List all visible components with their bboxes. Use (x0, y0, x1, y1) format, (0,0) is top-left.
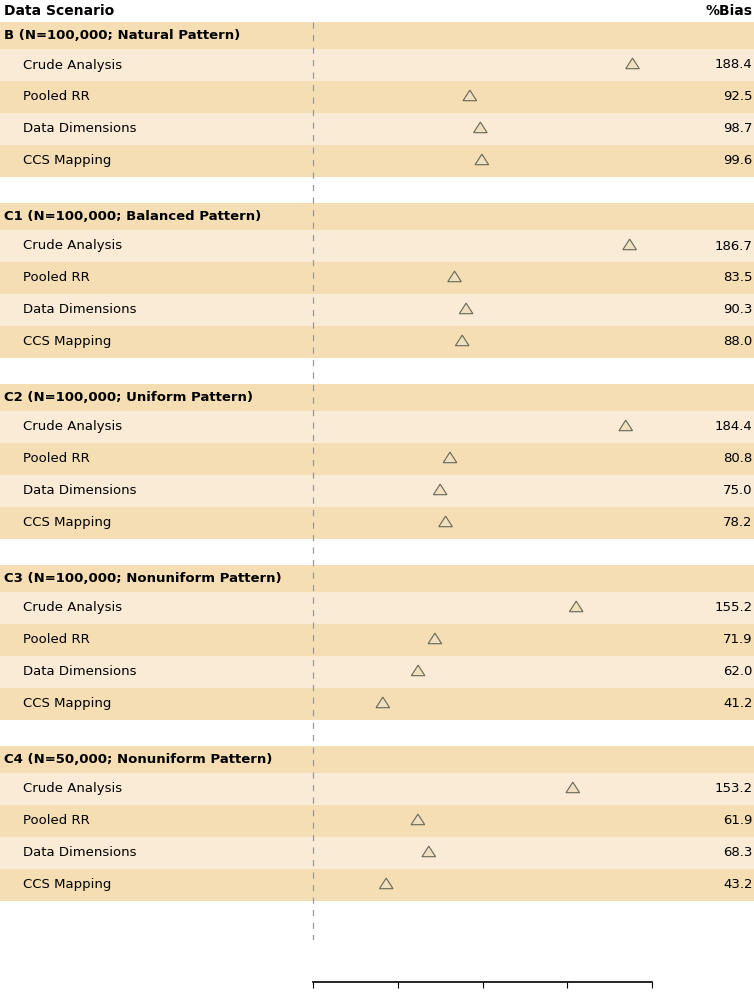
Bar (0, 507, 754, 539)
Text: 78.2: 78.2 (723, 517, 752, 530)
Text: 184.4: 184.4 (715, 421, 752, 434)
Bar (0, 539, 754, 565)
Bar (0, 326, 754, 358)
Text: 61.9: 61.9 (723, 814, 752, 827)
Polygon shape (463, 90, 477, 101)
Text: C1 (N=100,000; Balanced Pattern): C1 (N=100,000; Balanced Pattern) (4, 210, 261, 223)
Text: 43.2: 43.2 (723, 879, 752, 892)
Polygon shape (566, 782, 580, 793)
Polygon shape (623, 239, 636, 250)
Bar (0, 262, 754, 294)
Polygon shape (434, 484, 447, 495)
Bar (0, 773, 754, 805)
Bar (0, 384, 754, 411)
Bar (0, 475, 754, 507)
Polygon shape (412, 665, 425, 676)
Bar (0, 746, 754, 773)
Text: Crude Analysis: Crude Analysis (23, 421, 121, 434)
Text: 98.7: 98.7 (723, 122, 752, 136)
Bar (0, 869, 754, 901)
Text: Crude Analysis: Crude Analysis (23, 239, 121, 253)
Text: 188.4: 188.4 (715, 59, 752, 71)
Text: 153.2: 153.2 (714, 783, 752, 796)
Bar (0, 656, 754, 688)
Text: 80.8: 80.8 (723, 452, 752, 465)
Polygon shape (448, 271, 461, 282)
Text: C4 (N=50,000; Nonuniform Pattern): C4 (N=50,000; Nonuniform Pattern) (4, 753, 272, 766)
Polygon shape (443, 452, 457, 462)
Text: Pooled RR: Pooled RR (23, 634, 90, 647)
Text: 83.5: 83.5 (723, 272, 752, 285)
Text: Pooled RR: Pooled RR (23, 814, 90, 827)
Text: CCS Mapping: CCS Mapping (23, 335, 111, 348)
Bar (0, 145, 754, 177)
Text: 41.2: 41.2 (723, 697, 752, 710)
Text: 62.0: 62.0 (723, 666, 752, 679)
Text: 155.2: 155.2 (714, 601, 752, 614)
Text: %Bias: %Bias (706, 4, 752, 18)
Text: Pooled RR: Pooled RR (23, 272, 90, 285)
Polygon shape (619, 421, 633, 431)
Bar (0, 230, 754, 262)
Polygon shape (411, 814, 425, 824)
Text: Data Dimensions: Data Dimensions (23, 484, 136, 498)
Bar (0, 720, 754, 746)
Bar (0, 203, 754, 230)
Text: 99.6: 99.6 (723, 155, 752, 168)
Text: Pooled RR: Pooled RR (23, 90, 90, 103)
Bar (0, 592, 754, 624)
Polygon shape (376, 697, 390, 707)
Text: C2 (N=100,000; Uniform Pattern): C2 (N=100,000; Uniform Pattern) (4, 391, 253, 404)
Bar (0, 177, 754, 203)
Bar (0, 294, 754, 326)
Bar (0, 443, 754, 475)
Bar (0, 688, 754, 720)
Text: Crude Analysis: Crude Analysis (23, 601, 121, 614)
Bar (0, 805, 754, 837)
Bar (0, 624, 754, 656)
Text: 92.5: 92.5 (723, 90, 752, 103)
Bar (0, 49, 754, 81)
Text: CCS Mapping: CCS Mapping (23, 155, 111, 168)
Bar (0, 0, 754, 22)
Bar (0, 411, 754, 443)
Polygon shape (475, 154, 489, 165)
Text: Pooled RR: Pooled RR (23, 452, 90, 465)
Text: 75.0: 75.0 (723, 484, 752, 498)
Text: CCS Mapping: CCS Mapping (23, 517, 111, 530)
Text: Data Dimensions: Data Dimensions (23, 846, 136, 859)
Polygon shape (428, 633, 442, 644)
Text: Data Dimensions: Data Dimensions (23, 122, 136, 136)
Bar (0, 358, 754, 384)
Text: 71.9: 71.9 (723, 634, 752, 647)
Polygon shape (379, 878, 393, 889)
Polygon shape (439, 516, 452, 527)
Text: 68.3: 68.3 (723, 846, 752, 859)
Text: Crude Analysis: Crude Analysis (23, 59, 121, 71)
Bar (0, 837, 754, 869)
Polygon shape (422, 846, 436, 857)
Polygon shape (474, 122, 487, 133)
Text: CCS Mapping: CCS Mapping (23, 879, 111, 892)
Polygon shape (626, 59, 639, 68)
Text: 90.3: 90.3 (723, 304, 752, 316)
Text: 88.0: 88.0 (723, 335, 752, 348)
Text: B (N=100,000; Natural Pattern): B (N=100,000; Natural Pattern) (4, 29, 240, 42)
Text: 186.7: 186.7 (715, 239, 752, 253)
Bar (0, 81, 754, 113)
Text: Data Scenario: Data Scenario (4, 4, 114, 18)
Bar (0, 113, 754, 145)
Text: Data Dimensions: Data Dimensions (23, 666, 136, 679)
Polygon shape (569, 601, 583, 612)
Polygon shape (455, 335, 469, 345)
Text: Data Dimensions: Data Dimensions (23, 304, 136, 316)
Bar (0, 565, 754, 592)
Bar (0, 22, 754, 49)
Text: C3 (N=100,000; Nonuniform Pattern): C3 (N=100,000; Nonuniform Pattern) (4, 572, 281, 585)
Polygon shape (459, 304, 473, 313)
Text: CCS Mapping: CCS Mapping (23, 697, 111, 710)
Text: Crude Analysis: Crude Analysis (23, 783, 121, 796)
